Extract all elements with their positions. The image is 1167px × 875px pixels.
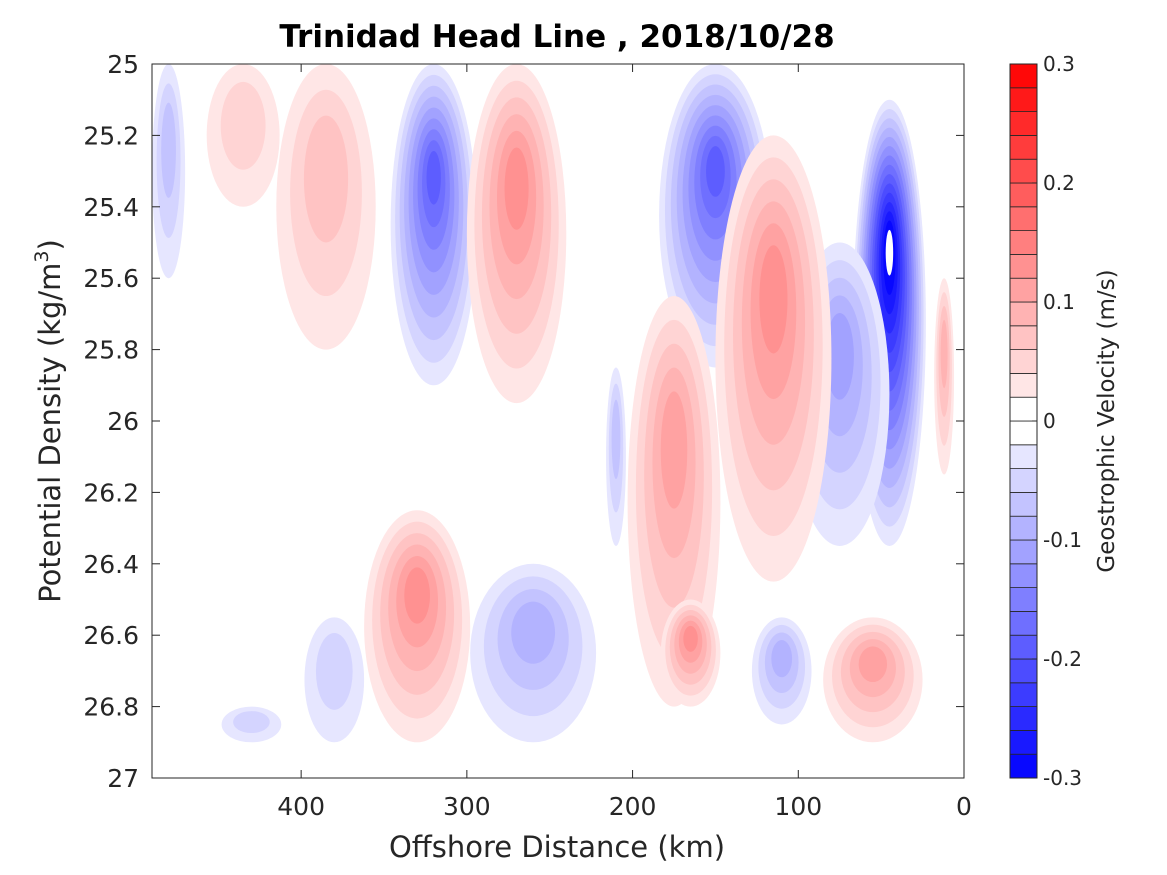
colorbar-segment: [1009, 253, 1038, 279]
contour-layer: [152, 64, 955, 743]
contour-band: [404, 567, 430, 624]
colorbar-segment: [1009, 730, 1038, 755]
y-axis-label-main: Potential Density (kg/m: [33, 263, 67, 603]
colorbar-segment: [1009, 515, 1038, 541]
colorbar-ticks: 0.3 0.2 0.1 0 -0.1 -0.2 -0.3: [1032, 52, 1082, 790]
contour-feature: [660, 599, 721, 707]
x-tick-label: 200: [609, 792, 657, 821]
colorbar-segment: [1009, 301, 1038, 327]
colorbar-tick-label: 0.2: [1043, 171, 1075, 195]
colorbar-segment: [1009, 468, 1038, 493]
contour-band: [303, 115, 349, 243]
contour-feature: [304, 617, 365, 743]
contour-band: [759, 245, 788, 354]
contour-band: [940, 319, 948, 389]
colorbar-tick-label: 0.3: [1043, 52, 1075, 76]
y-tick-label: 26.4: [83, 550, 139, 579]
contour-feature: [206, 64, 280, 207]
y-tick-label: 25.4: [83, 193, 139, 222]
contour-feature: [276, 64, 376, 350]
y-axis-label-superscript: 3: [31, 250, 53, 262]
colorbar-label: Geostrophic Velocity (m/s): [1094, 269, 1120, 572]
contour-feature: [715, 135, 832, 582]
colorbar-tick-label: -0.2: [1043, 647, 1082, 671]
contour-band: [233, 711, 270, 734]
y-tick-label: 26.6: [83, 621, 139, 650]
chart-title: Trinidad Head Line , 2018/10/28: [279, 19, 834, 55]
colorbar-segment: [1009, 611, 1038, 636]
contour-feature: [823, 617, 923, 743]
colorbar-segment: [1009, 111, 1038, 136]
contour-band: [825, 312, 854, 400]
colorbar-tick-label: -0.1: [1043, 528, 1082, 552]
colorbar-segment: [1009, 349, 1038, 374]
colorbar-segment: [1009, 277, 1038, 303]
y-axis-label-close: ): [33, 239, 67, 250]
contour-band: [161, 102, 176, 198]
colorbar-segment: [1009, 134, 1038, 160]
y-tick-label: 27: [107, 764, 139, 793]
y-tick-label: 25: [107, 50, 139, 79]
colorbar-segment: [1009, 444, 1038, 469]
x-axis-label: Offshore Distance (km): [389, 830, 725, 864]
x-tick-label: 0: [956, 792, 972, 821]
x-tick-label: 100: [774, 792, 822, 821]
contour-feature: [466, 64, 567, 404]
colorbar-segment: [1009, 230, 1038, 255]
colorbar-segment: [1009, 658, 1038, 684]
colorbar-tick-label: 0: [1043, 409, 1056, 433]
contour-feature: [934, 278, 955, 475]
y-tick-label: 26.8: [83, 693, 139, 722]
x-axis: 400 300 200 100 0: [277, 64, 972, 821]
colorbar-segment: [1009, 420, 1038, 446]
y-tick-label: 25.8: [83, 336, 139, 365]
contour-band: [426, 151, 441, 205]
contour-feature: [390, 64, 477, 386]
contour-band: [315, 632, 353, 710]
contour-band: [504, 147, 529, 230]
contour-feature: [751, 617, 812, 725]
colorbar-segment: [1009, 206, 1038, 232]
contour-feature: [221, 706, 282, 743]
y-axis: 25 25.2 25.4 25.6 25.8 26 26.2 26.4 26.6 26.8 27: [83, 50, 964, 793]
contour-band: [611, 399, 621, 480]
x-tick-label: 400: [277, 792, 325, 821]
colorbar-segment: [1009, 753, 1038, 779]
y-tick-label: 25.6: [83, 264, 139, 293]
contour-band: [858, 646, 888, 683]
contour-feature: [152, 64, 186, 279]
colorbar-tick-label: 0.1: [1043, 290, 1075, 314]
colorbar-segment: [1009, 158, 1038, 184]
colorbar-segment: [1009, 325, 1038, 350]
contour-band: [660, 391, 688, 509]
contour-band: [706, 146, 725, 197]
x-tick-label: 300: [443, 792, 491, 821]
colorbar-tick-label: -0.3: [1043, 766, 1082, 790]
contour-band: [220, 81, 266, 170]
contour-band: [683, 625, 698, 652]
contour-band: [771, 640, 793, 678]
contour-feature: [606, 367, 626, 546]
contour-band: [511, 601, 556, 664]
colorbar-segment: [1009, 539, 1038, 565]
colorbar-segment: [1009, 682, 1038, 707]
colorbar-segment: [1009, 372, 1038, 398]
colorbar-segment: [1009, 634, 1038, 660]
colorbar-segment: [1009, 706, 1038, 731]
y-tick-label: 26: [107, 407, 139, 436]
contour-feature: [470, 563, 597, 743]
contour-band: [885, 229, 894, 276]
colorbar-segment: [1009, 587, 1038, 612]
y-tick-label: 25.2: [83, 121, 139, 150]
contour-feature: [364, 510, 471, 743]
colorbar-segment: [1009, 182, 1038, 208]
y-tick-label: 26.2: [83, 478, 139, 507]
colorbar-segment: [1009, 87, 1038, 113]
y-axis-label: Potential Density (kg/m3): [31, 239, 67, 603]
colorbar-segment: [1009, 563, 1038, 588]
colorbar-segment: [1009, 491, 1038, 517]
colorbar-segment: [1009, 63, 1038, 89]
colorbar-segment: [1009, 396, 1038, 422]
